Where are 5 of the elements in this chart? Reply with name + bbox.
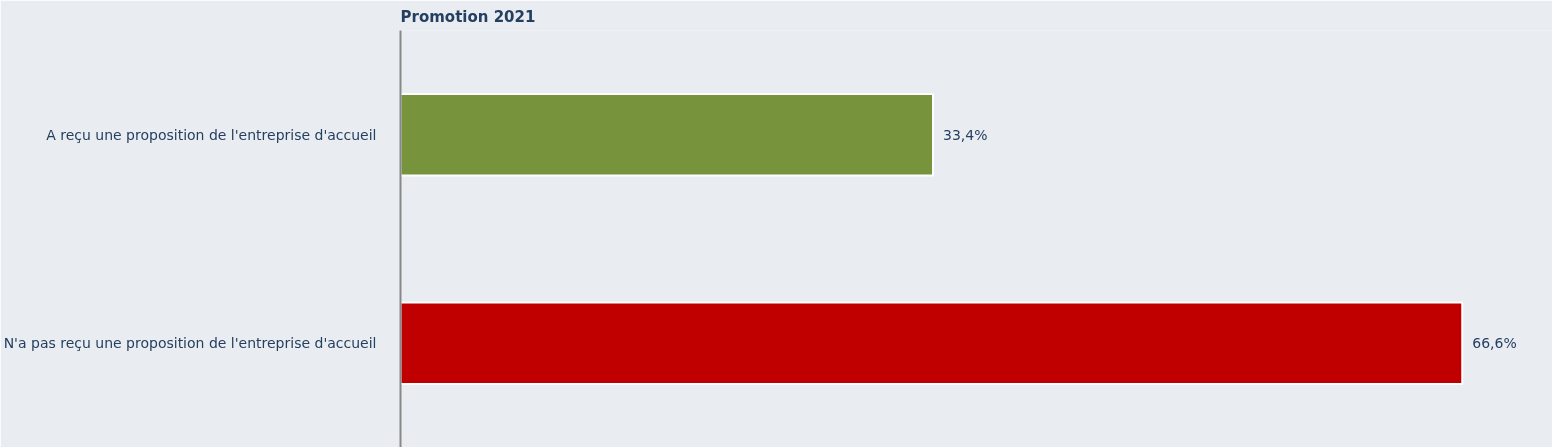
y-tick-label: N'a pas reçu une proposition de l'entreprise d'accueil — [3, 335, 377, 352]
chart-title: Promotion 2021 — [400, 7, 536, 26]
data-label: 66,6% — [1472, 335, 1517, 352]
data-label: 33,4% — [942, 126, 988, 143]
y-tick-label: A reçu une proposition de l'entreprise d'accueil — [46, 126, 377, 143]
